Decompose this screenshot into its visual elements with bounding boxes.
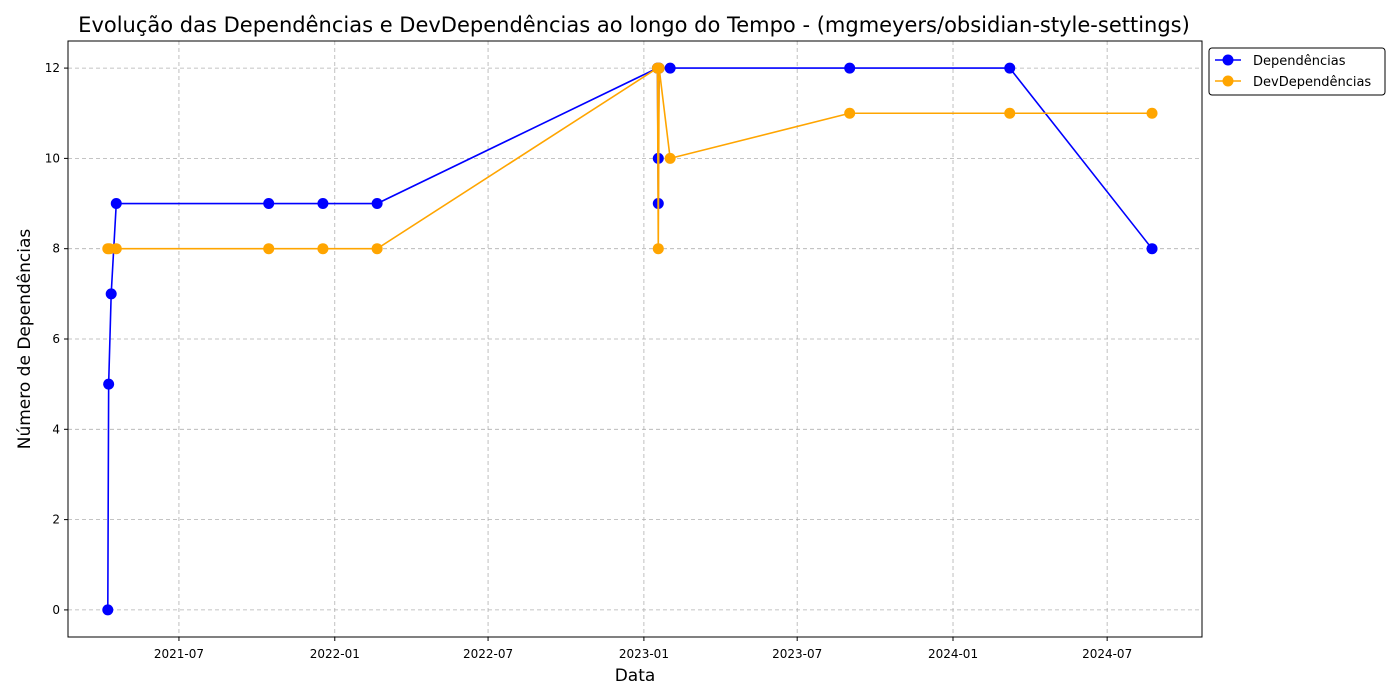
data-point	[1004, 107, 1016, 119]
data-point	[263, 198, 275, 210]
data-point	[263, 243, 275, 255]
data-point	[1004, 62, 1016, 74]
y-tick-label: 10	[45, 151, 60, 165]
y-tick-label: 6	[52, 332, 60, 346]
data-point	[103, 378, 115, 390]
series-lines	[102, 62, 1158, 616]
grid	[68, 41, 1202, 637]
legend: Dependências DevDependências	[1208, 47, 1386, 96]
x-tick-label: 2024-07	[1082, 647, 1132, 661]
y-tick-label: 4	[52, 422, 60, 436]
series-1	[102, 62, 1158, 255]
data-point	[844, 107, 856, 119]
data-point	[664, 152, 676, 164]
x-axis-label: Data	[615, 666, 656, 686]
x-tick-label: 2022-07	[463, 647, 513, 661]
data-point	[371, 243, 383, 255]
axis-ticks: 2021-07 2022-01 2022-07 2023-01 2023-07 2024-…	[45, 61, 1132, 661]
legend-swatch-marker	[1222, 75, 1234, 87]
y-tick-label: 12	[45, 61, 60, 75]
legend-box	[1208, 47, 1386, 96]
data-point	[844, 62, 856, 74]
data-point	[110, 243, 122, 255]
data-point	[317, 243, 329, 255]
data-point	[653, 62, 665, 74]
data-point	[371, 198, 383, 210]
y-axis-label: Número de Dependências	[15, 229, 35, 450]
data-point	[317, 198, 329, 210]
x-tick-label: 2024-01	[928, 647, 978, 661]
data-point	[1146, 243, 1158, 255]
y-tick-label: 0	[52, 603, 60, 617]
legend-label: DevDependências	[1253, 75, 1371, 90]
data-point	[664, 62, 676, 74]
chart-title: Evolução das Dependências e DevDependênc…	[78, 13, 1190, 37]
legend-label: Dependências	[1253, 54, 1346, 69]
x-tick-label: 2022-01	[310, 647, 360, 661]
x-tick-label: 2023-07	[772, 647, 822, 661]
data-point	[110, 198, 122, 210]
legend-swatch-marker	[1222, 54, 1234, 66]
y-tick-label: 2	[52, 513, 60, 527]
data-point	[102, 604, 114, 616]
data-point	[652, 243, 664, 255]
data-point	[1146, 107, 1158, 119]
data-point	[105, 288, 117, 300]
x-tick-label: 2023-01	[619, 647, 669, 661]
x-tick-label: 2021-07	[154, 647, 204, 661]
y-tick-label: 8	[52, 242, 60, 256]
